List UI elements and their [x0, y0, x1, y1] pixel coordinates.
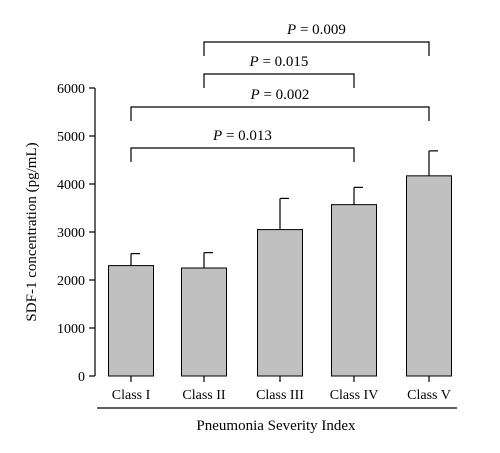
- x-tick-label: Class III: [256, 388, 304, 403]
- p-value-label: P = 0.009: [286, 22, 346, 38]
- p-symbol: P: [250, 87, 260, 103]
- bar: [331, 204, 377, 377]
- bar: [257, 229, 303, 377]
- p-value-label: P = 0.015: [249, 54, 309, 70]
- y-tick-label: 3000: [57, 226, 85, 241]
- bars: [108, 175, 452, 377]
- y-tick-label: 6000: [57, 82, 85, 97]
- significance-bracket: [203, 73, 355, 88]
- bar: [181, 267, 227, 377]
- p-symbol: P: [249, 54, 259, 70]
- y-tick-label: 4000: [57, 178, 85, 193]
- p-symbol: P: [212, 128, 222, 144]
- p-symbol: P: [286, 22, 296, 38]
- p-value: = 0.015: [259, 54, 309, 70]
- p-value-label: P = 0.002: [250, 87, 310, 103]
- y-tick-label: 5000: [57, 130, 85, 145]
- significance-bracket: [130, 106, 430, 121]
- y-axis: 0 1000 2000 3000 4000 5000 6000: [57, 82, 96, 385]
- y-tick-label: 0: [78, 370, 85, 385]
- x-axis-label: Pneumonia Severity Index: [196, 418, 356, 434]
- x-axis: Class I Class II Class III Class IV Class V: [97, 376, 457, 409]
- x-tick-label: Class IV: [330, 388, 379, 403]
- p-value: = 0.013: [222, 128, 272, 144]
- y-axis-label: SDF-1 concentration (pg/mL): [24, 142, 40, 321]
- error-bars: [130, 150, 438, 268]
- bar: [406, 175, 452, 377]
- p-value-label: P = 0.013: [212, 128, 272, 144]
- bar: [108, 265, 154, 377]
- y-tick-label: 1000: [57, 322, 85, 337]
- x-tick-label: Class V: [407, 388, 451, 403]
- x-tick-label: Class I: [112, 388, 151, 403]
- y-tick-label: 2000: [57, 274, 85, 289]
- x-tick-label: Class II: [182, 388, 226, 403]
- p-value: = 0.009: [296, 22, 346, 38]
- significance-bracket: [130, 147, 355, 162]
- significance-bracket: [203, 41, 430, 56]
- p-value: = 0.002: [260, 87, 310, 103]
